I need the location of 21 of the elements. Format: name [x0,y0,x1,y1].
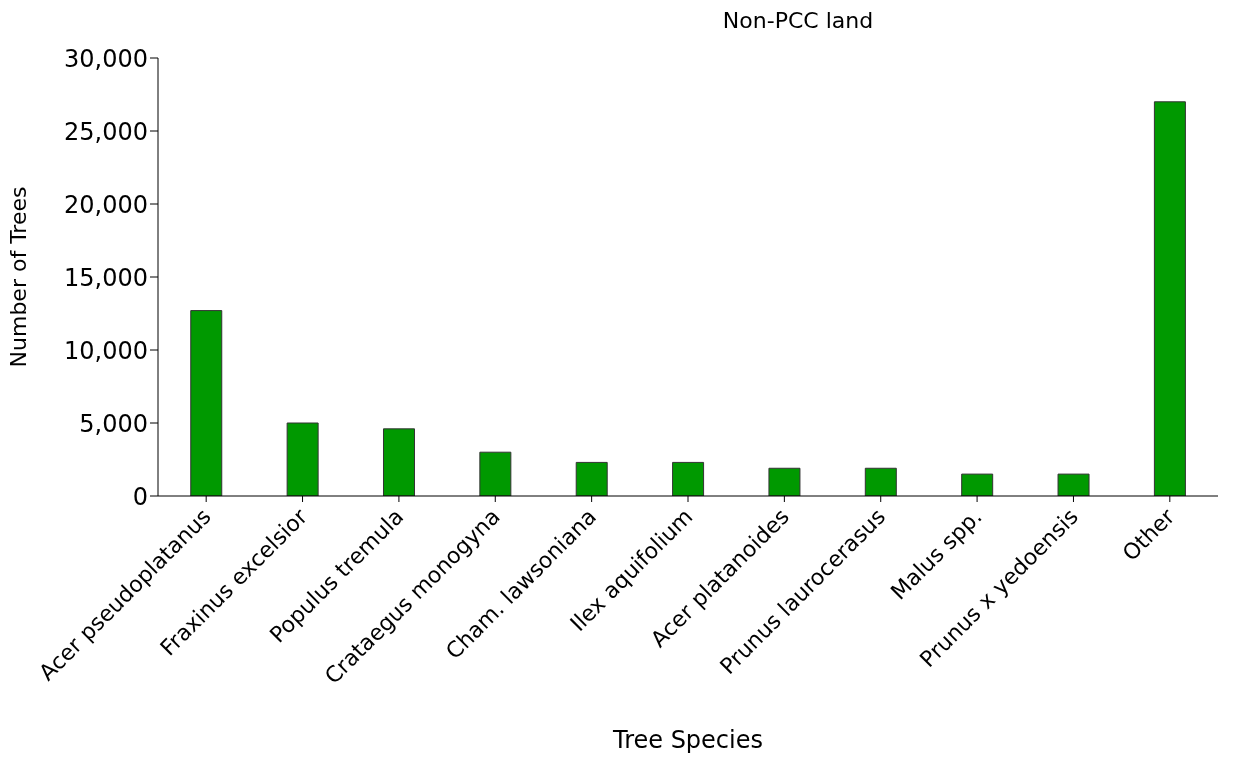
y-tick-label: 5,000 [79,409,148,438]
y-tick-label: 10,000 [64,336,148,365]
bar [479,451,512,496]
bar [1057,473,1090,496]
y-tick-label: 0 [132,482,148,511]
bar [575,461,608,496]
y-tick-label: 25,000 [64,117,148,146]
bar [961,473,994,496]
bar [1153,101,1186,496]
x-axis-title: Tree Species [612,726,763,754]
bar [382,428,415,496]
bar [190,310,223,496]
bar [286,422,319,496]
bar [768,467,801,496]
bar [864,467,897,496]
bar [672,461,705,496]
y-axis-title: Number of Trees [5,186,31,368]
y-tick-label: 20,000 [64,190,148,219]
chart-title: Non-PCC land [722,8,874,33]
y-tick-label: 15,000 [64,263,148,292]
y-tick-label: 30,000 [64,44,148,73]
